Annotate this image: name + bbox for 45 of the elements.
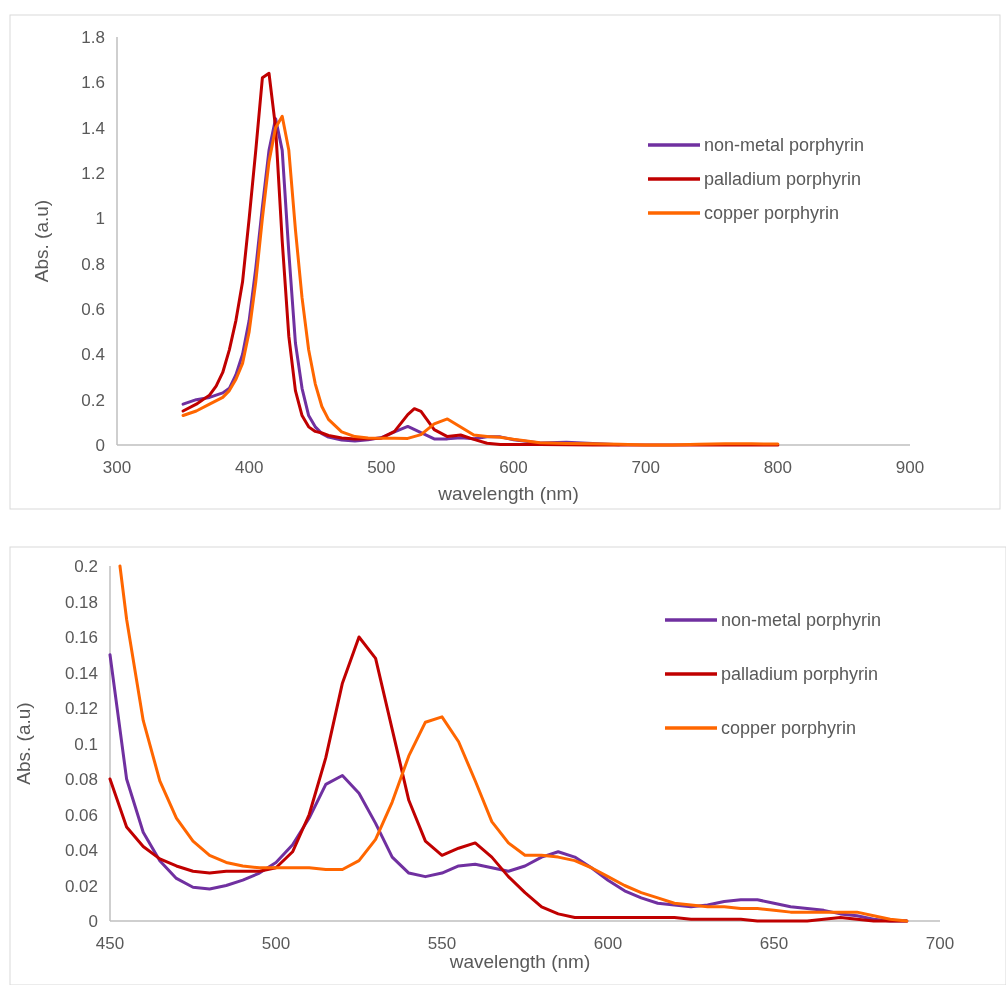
x-tick-label: 600 (499, 458, 528, 477)
x-tick-label: 600 (593, 934, 623, 953)
y-tick-label: 0.08 (64, 770, 98, 789)
x-tick-label: 650 (759, 934, 789, 953)
line-series (118, 564, 909, 923)
y-tick-label: 0.2 (74, 557, 98, 576)
y-tick-label: 1.4 (81, 118, 105, 138)
x-tick-label: 400 (234, 458, 264, 477)
x-axis-title: wavelength (nm) (448, 951, 591, 972)
y-tick-label: 0.4 (81, 345, 105, 365)
legend-label: non-metal porphyrin (721, 610, 882, 630)
x-tick-label: 800 (763, 458, 793, 477)
x-tick-label: 550 (427, 934, 457, 953)
y-tick-label: 1.6 (81, 73, 105, 93)
y-tick-label: 0.6 (81, 300, 105, 319)
y-tick-label: 0.18 (64, 592, 98, 612)
y-tick-label: 0.06 (64, 805, 98, 825)
x-tick-label: 900 (895, 458, 925, 477)
y-tick-label: 0.16 (64, 628, 98, 647)
legend-label: palladium porphyrin (721, 664, 879, 684)
y-tick-label: 0 (88, 912, 98, 931)
legend-label: non-metal porphyrin (704, 135, 865, 155)
y-tick-label: 0.04 (64, 841, 98, 860)
legend-label: copper porphyrin (721, 718, 857, 738)
y-tick-label: 0 (95, 436, 105, 455)
y-tick-label: 0.8 (81, 254, 105, 274)
y-tick-label: 0.12 (64, 699, 98, 718)
y-tick-label: 0.14 (64, 663, 98, 683)
y-tick-label: 1 (95, 209, 105, 229)
x-tick-label: 700 (631, 458, 660, 477)
y-tick-label: 1.2 (81, 164, 105, 183)
x-tick-label: 700 (925, 934, 955, 953)
x-tick-label: 300 (102, 458, 132, 477)
y-tick-label: 0.02 (64, 876, 98, 896)
legend-label: palladium porphyrin (704, 169, 862, 189)
y-tick-label: 1.8 (81, 28, 105, 47)
x-axis-title: wavelength (nm) (437, 483, 579, 504)
y-tick-label: 0.1 (74, 734, 98, 754)
y-axis-title: Abs. (a.u) (31, 199, 52, 283)
x-tick-label: 450 (95, 934, 125, 953)
legend-label: copper porphyrin (704, 203, 840, 223)
x-tick-label: 500 (367, 458, 396, 477)
y-tick-label: 0.2 (81, 390, 105, 410)
y-axis-title: Abs. (a.u) (13, 702, 34, 785)
x-tick-label: 500 (261, 934, 291, 953)
